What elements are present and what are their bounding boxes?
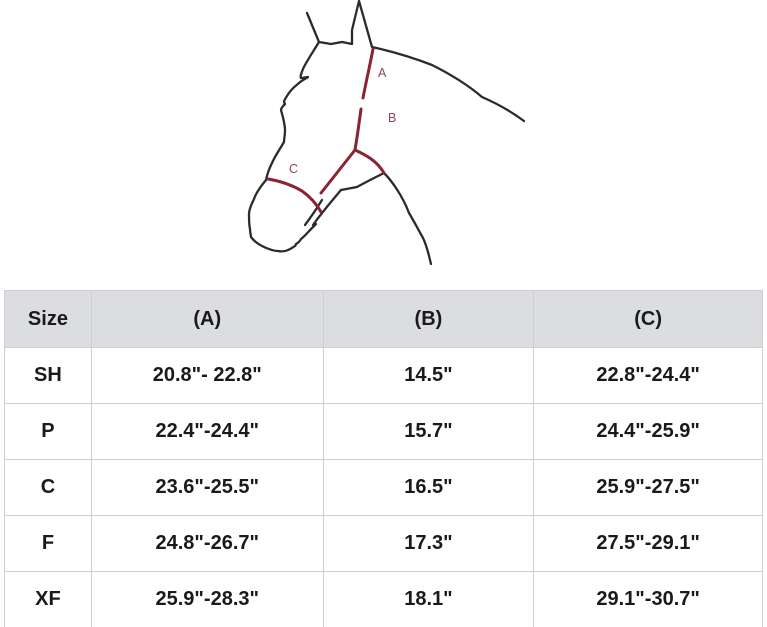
svg-text:C: C [289, 162, 298, 176]
svg-text:A: A [378, 66, 387, 80]
svg-text:B: B [388, 111, 396, 125]
